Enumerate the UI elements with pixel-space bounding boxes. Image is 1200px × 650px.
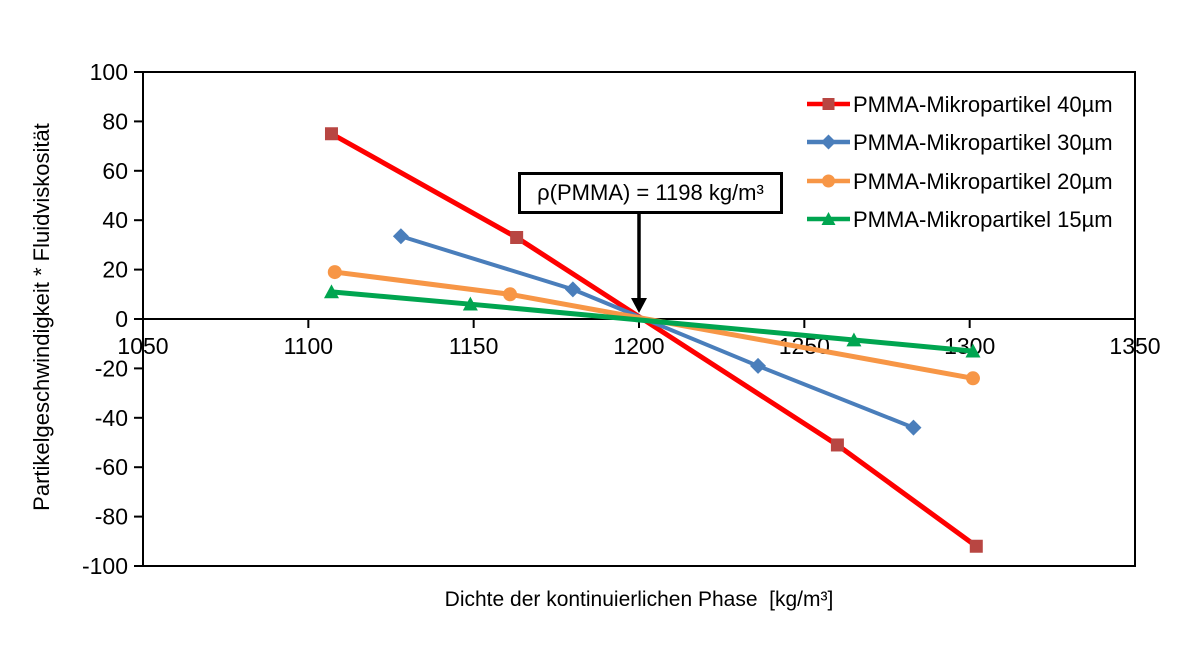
y-tick-label: 60 <box>102 158 128 184</box>
data-point-marker <box>462 296 478 311</box>
data-point-marker <box>830 438 844 452</box>
data-point-marker <box>750 357 767 374</box>
x-axis-title: Dichte der kontinuierlichen Phase [kg/m³… <box>444 588 834 611</box>
data-point-marker <box>965 343 981 358</box>
data-point-marker <box>324 127 338 141</box>
annotation-arrow <box>631 214 647 313</box>
data-point-marker <box>503 287 518 302</box>
annotation-arrowhead <box>631 298 647 313</box>
x-tick-label: 1150 <box>449 333 498 359</box>
series-line <box>398 234 916 430</box>
legend-marker <box>822 174 835 188</box>
data-point-marker <box>965 371 980 386</box>
y-tick-label: -60 <box>95 454 128 480</box>
legend-label: PMMA-Mikropartikel 15µm <box>853 207 1113 232</box>
legend-item-4: PMMA-Mikropartikel 15µm <box>807 207 1113 232</box>
legend-label: PMMA-Mikropartikel 40µm <box>853 92 1113 117</box>
data-point-marker <box>846 332 862 347</box>
x-tick-label: 1200 <box>613 333 664 359</box>
y-tick-label: 100 <box>90 59 128 85</box>
y-tick-label: -20 <box>95 355 128 381</box>
legend-item-3: PMMA-Mikropartikel 20µm <box>807 169 1113 194</box>
series-pmma-mikropartikel-30µm <box>392 228 922 436</box>
data-point-marker <box>969 539 983 553</box>
series-pmma-mikropartikel-40µm <box>324 127 983 553</box>
data-point-marker <box>392 228 409 245</box>
x-tick-label: 1100 <box>284 333 333 359</box>
y-tick-label: 20 <box>102 257 128 283</box>
series-pmma-mikropartikel-15µm <box>323 284 981 358</box>
y-tick-label: 40 <box>102 207 128 233</box>
x-tick-label: 1350 <box>1109 333 1160 359</box>
data-point-marker <box>510 230 524 244</box>
series-line <box>328 131 979 549</box>
annotation-box: ρ(PMMA) = 1198 kg/m³ <box>518 172 783 214</box>
y-tick-label: -80 <box>95 504 128 530</box>
legend-label: PMMA-Mikropartikel 30µm <box>853 130 1113 155</box>
x-tick-label: 1050 <box>117 333 168 359</box>
data-point-marker <box>905 419 922 436</box>
y-axis-title: Partikelgeschwindigkeit * Fluidviskositä… <box>29 123 54 511</box>
y-tick-label: -40 <box>95 405 128 431</box>
y-tick-label: 80 <box>102 108 128 134</box>
legend-item-2: PMMA-Mikropartikel 30µm <box>807 130 1113 155</box>
legend-marker <box>822 98 835 110</box>
y-tick-label: 0 <box>115 306 128 332</box>
data-point-marker <box>564 281 581 298</box>
legend-marker <box>821 212 836 225</box>
data-point-marker <box>327 265 342 280</box>
y-tick-label: -100 <box>82 553 128 579</box>
data-point-marker <box>323 284 339 299</box>
series-line <box>328 289 976 354</box>
legend-item-1: PMMA-Mikropartikel 40µm <box>807 92 1113 117</box>
series-pmma-mikropartikel-20µm <box>327 265 980 386</box>
legend-marker <box>821 134 836 150</box>
legend-label: PMMA-Mikropartikel 20µm <box>853 169 1113 194</box>
